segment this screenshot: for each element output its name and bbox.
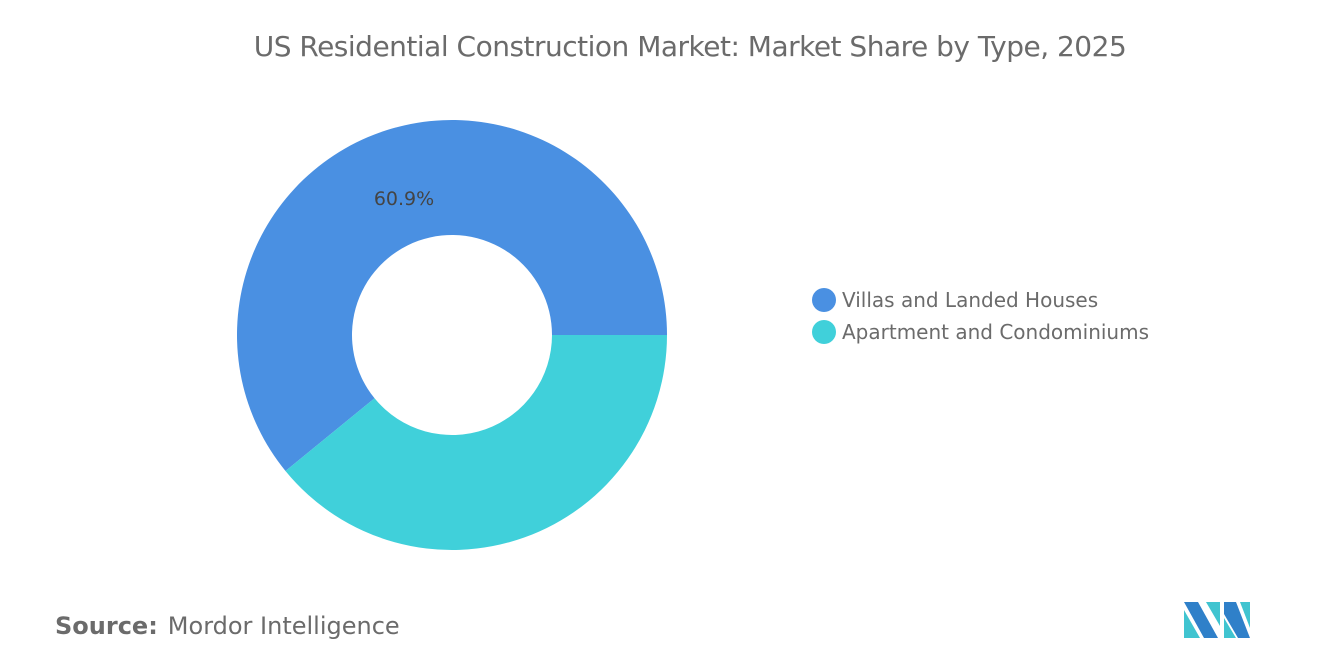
- legend-item-villas[interactable]: Villas and Landed Houses: [812, 284, 1149, 316]
- source-note: Source: Mordor Intelligence: [55, 612, 400, 640]
- source-label: Source:: [55, 612, 158, 640]
- legend-item-apartments[interactable]: Apartment and Condominiums: [812, 316, 1149, 348]
- slice-villas-and-landed-houses: [237, 120, 667, 472]
- legend-label: Villas and Landed Houses: [842, 288, 1099, 312]
- legend: Villas and Landed Houses Apartment and C…: [812, 284, 1149, 348]
- legend-swatch-icon: [812, 320, 836, 344]
- mordor-logo: [1184, 602, 1250, 638]
- source-value: Mordor Intelligence: [167, 612, 400, 640]
- slice-apartment-and-condominiums: [285, 335, 667, 551]
- data-label: 60.9%: [374, 188, 434, 210]
- legend-label: Apartment and Condominiums: [842, 320, 1150, 344]
- chart-title: US Residential Construction Market: Mark…: [253, 30, 1127, 63]
- legend-swatch-icon: [812, 288, 836, 312]
